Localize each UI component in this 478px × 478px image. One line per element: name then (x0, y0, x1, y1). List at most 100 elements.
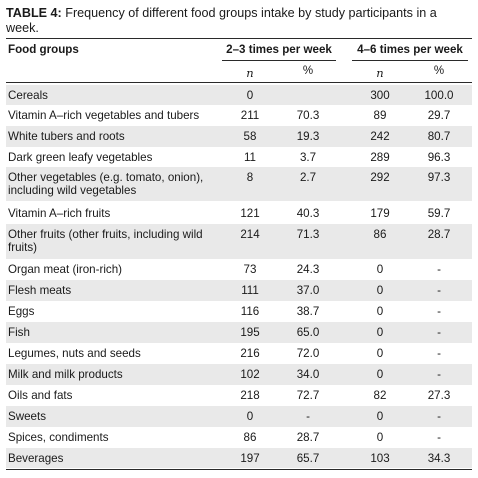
percent-2-3: 72.0 (296, 347, 320, 360)
food-group-name: White tubers and roots (8, 130, 125, 143)
count-4-6: 0 (376, 305, 384, 318)
count-2-3: 195 (240, 326, 260, 339)
percent-4-6: 28.7 (427, 228, 451, 241)
count-2-3: 8 (246, 171, 254, 184)
count-4-6: 0 (376, 326, 384, 339)
percent-4-6: 80.7 (427, 130, 451, 143)
table-row: Other fruits (other fruits, including wi… (0, 224, 478, 259)
food-group-name: Flesh meats (8, 284, 72, 297)
food-group-name: Milk and milk products (8, 368, 123, 381)
food-group-name: Vitamin A–rich vegetables and tubers (8, 109, 200, 122)
count-4-6: 0 (376, 284, 384, 297)
table-bottom-rule (6, 469, 472, 470)
subheader-pct-1: % (302, 65, 314, 77)
percent-2-3: 3.7 (299, 151, 317, 164)
percent-4-6: 27.3 (427, 389, 451, 402)
percent-4-6: 59.7 (427, 207, 451, 220)
percent-2-3: 38.7 (296, 305, 320, 318)
percent-2-3: - (306, 410, 310, 423)
percent-4-6: - (437, 263, 441, 276)
count-2-3: 0 (246, 89, 254, 102)
row-shading (6, 322, 472, 343)
row-shading (6, 448, 472, 468)
percent-4-6: 34.3 (427, 452, 451, 465)
count-4-6: 300 (370, 89, 390, 102)
count-4-6: 0 (376, 347, 384, 360)
row-shading (6, 126, 472, 147)
group1-underline (222, 60, 336, 61)
row-shading (6, 364, 472, 385)
table-row: Fish 195 65.0 0 - (0, 322, 478, 343)
percent-4-6: - (437, 305, 441, 318)
percent-4-6: 29.7 (427, 109, 451, 122)
percent-2-3: 70.3 (296, 109, 320, 122)
row-shading (6, 406, 472, 427)
percent-2-3: 71.3 (296, 228, 320, 241)
count-2-3: 211 (240, 109, 260, 122)
percent-2-3: 40.3 (296, 207, 320, 220)
table-row: Spices, condiments 86 28.7 0 - (0, 427, 478, 448)
caption-text: Frequency of different food groups intak… (6, 6, 437, 35)
percent-4-6: 100.0 (424, 89, 454, 102)
food-group-name: Eggs (8, 305, 35, 318)
count-4-6: 242 (370, 130, 390, 143)
count-2-3: 58 (243, 130, 257, 143)
subheader-n-1: n (246, 66, 254, 80)
count-2-3: 116 (240, 305, 260, 318)
subheader-pct-2: % (433, 65, 445, 77)
food-group-name: Legumes, nuts and seeds (8, 347, 141, 360)
caption-label: TABLE 4: (6, 6, 62, 20)
percent-2-3: 2.7 (299, 171, 317, 184)
count-4-6: 103 (370, 452, 390, 465)
table-row: Vitamin A–rich fruits 121 40.3 179 59.7 (0, 203, 478, 224)
table-row: Cereals 0 300 100.0 (0, 85, 478, 105)
row-shading (6, 280, 472, 301)
percent-4-6: 97.3 (427, 171, 451, 184)
percent-2-3: 24.3 (296, 263, 320, 276)
percent-2-3: 65.7 (296, 452, 320, 465)
count-4-6: 0 (376, 410, 384, 423)
table-row: Dark green leafy vegetables 11 3.7 289 96.3 (0, 147, 478, 167)
table-row: Beverages 197 65.7 103 34.3 (0, 448, 478, 468)
percent-4-6: - (437, 326, 441, 339)
header-bottom-rule (6, 82, 472, 83)
table-row: Sweets 0 - 0 - (0, 406, 478, 427)
table-row: Milk and milk products 102 34.0 0 - (0, 364, 478, 385)
food-group-name: Dark green leafy vegetables (8, 151, 153, 164)
percent-4-6: - (437, 347, 441, 360)
table-row: Other vegetables (e.g. tomato, onion), i… (0, 167, 478, 201)
count-2-3: 11 (243, 151, 257, 164)
food-group-name: Sweets (8, 410, 47, 423)
percent-2-3: 37.0 (296, 284, 320, 297)
food-group-name: Spices, condiments (8, 431, 109, 444)
table-row: White tubers and roots 58 19.3 242 80.7 (0, 126, 478, 147)
count-2-3: 197 (240, 452, 260, 465)
percent-4-6: - (437, 410, 441, 423)
table-row: Eggs 116 38.7 0 - (0, 301, 478, 322)
percent-2-3: 34.0 (296, 368, 320, 381)
percent-4-6: - (437, 431, 441, 444)
count-2-3: 216 (240, 347, 260, 360)
percent-2-3: 65.0 (296, 326, 320, 339)
count-4-6: 292 (370, 171, 390, 184)
count-4-6: 86 (373, 228, 387, 241)
count-2-3: 218 (240, 389, 260, 402)
group2-underline (352, 60, 468, 61)
table-row: Legumes, nuts and seeds 216 72.0 0 - (0, 343, 478, 364)
count-4-6: 0 (376, 368, 384, 381)
count-2-3: 73 (243, 263, 257, 276)
food-group-name: Oils and fats (8, 389, 73, 402)
food-group-name: Beverages (8, 452, 64, 465)
count-4-6: 179 (370, 207, 390, 220)
food-group-name: Organ meat (iron-rich) (8, 263, 123, 276)
food-group-name: Vitamin A–rich fruits (8, 207, 111, 220)
header-group-4-6: 4–6 times per week (357, 43, 463, 56)
count-2-3: 214 (240, 228, 260, 241)
row-shading (6, 167, 472, 201)
count-4-6: 0 (376, 431, 384, 444)
header-top-rule (6, 38, 472, 39)
percent-2-3: 19.3 (296, 130, 320, 143)
row-shading (6, 224, 472, 259)
table-row: Vitamin A–rich vegetables and tubers 211 7… (0, 105, 478, 126)
